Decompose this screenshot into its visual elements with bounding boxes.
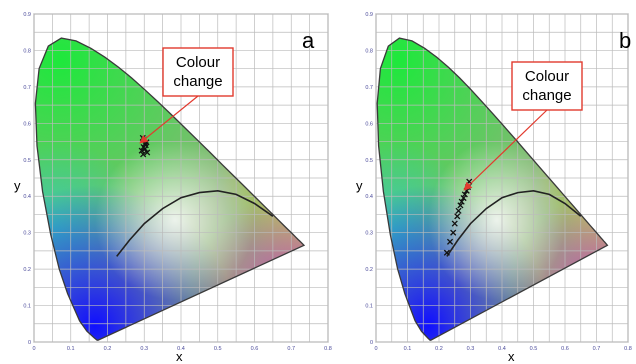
y-tick-label: 0.7	[365, 85, 373, 91]
data-point	[458, 198, 465, 205]
callout-text: Colour	[176, 54, 220, 71]
data-point	[443, 249, 450, 256]
y-tick-label: 0.7	[23, 85, 31, 91]
y-tick-label: 0.3	[23, 231, 31, 237]
curve-line	[116, 189, 274, 257]
spectral-locus	[34, 37, 306, 341]
x-tick-label: 0.4	[498, 346, 506, 352]
y-tick-label: 0.2	[23, 267, 31, 273]
spectral-locus	[376, 37, 609, 341]
grid	[375, 13, 629, 343]
x-tick-label: 0.2	[435, 346, 443, 352]
curve-line	[446, 189, 582, 257]
x-axis-label: x	[508, 349, 515, 364]
x-tick-label: 0.5	[214, 346, 222, 352]
x-tick-label: 0.8	[324, 346, 332, 352]
y-tick-label: 0.1	[365, 304, 373, 310]
data-point	[144, 149, 151, 156]
x-tick-label: 0.7	[287, 346, 295, 352]
y-axis-label: y	[356, 178, 363, 193]
x-tick-label: 0.1	[404, 346, 412, 352]
callout-text: change	[522, 87, 571, 104]
data-point	[454, 213, 461, 220]
y-tick-label: 0.3	[365, 231, 373, 237]
y-tick-label: 0	[370, 340, 373, 346]
x-tick-label: 0.5	[530, 346, 538, 352]
y-tick-label: 0.5	[365, 158, 373, 164]
y-tick-label: 0.9	[23, 12, 31, 18]
callout-text: Colour	[525, 68, 569, 85]
y-tick-label: 0.4	[365, 194, 373, 200]
callout-arrow	[463, 109, 548, 191]
x-tick-label: 0.3	[140, 346, 148, 352]
x-tick-label: 0	[374, 346, 377, 352]
colour-change-callout: Colour change	[463, 61, 583, 191]
data-point	[450, 229, 457, 236]
panel-a: 0 0.1 0.2 0.3 0.4 0.5 0.6 0.7 0.8 0 0.1 0.2 0.3 0.4 0.…	[14, 12, 332, 364]
x-tick-label: 0.6	[561, 346, 569, 352]
y-tick-label: 0.4	[23, 194, 31, 200]
x-tick-label: 0.4	[177, 346, 185, 352]
data-point	[457, 202, 464, 209]
data-point	[460, 194, 467, 202]
x-tick-label: 0.2	[104, 346, 112, 352]
x-axis-label: x	[176, 349, 183, 364]
y-tick-label: 0.5	[23, 158, 31, 164]
y-tick-label: 0.9	[365, 12, 373, 18]
callout-arrow	[139, 95, 199, 144]
y-tick-label: 0.6	[23, 121, 31, 127]
panel-letter: b	[619, 28, 631, 53]
x-tick-label: 0.6	[251, 346, 259, 352]
x-tick-label: 0.8	[624, 346, 632, 352]
data-point	[446, 238, 454, 245]
callout-box	[162, 47, 234, 97]
y-tick-label: 0.8	[23, 48, 31, 54]
y-axis-label: y	[14, 178, 21, 193]
data-point	[140, 151, 147, 158]
panel-letter: a	[302, 28, 315, 53]
x-tick-label: 0.3	[467, 346, 475, 352]
callout-box	[511, 61, 583, 111]
x-tick-label: 0.1	[67, 346, 75, 352]
x-tick-label: 0	[32, 346, 35, 352]
data-point	[138, 147, 145, 154]
colour-change-callout: Colour change	[139, 47, 234, 144]
callout-text: change	[173, 73, 222, 90]
y-tick-label: 0.1	[23, 304, 31, 310]
data-point	[461, 191, 468, 198]
y-tick-label: 0	[28, 340, 31, 346]
data-point	[451, 220, 458, 227]
y-tick-label: 0.6	[365, 121, 373, 127]
panel-b: 0 0.1 0.2 0.3 0.4 0.5 0.6 0.7 0.8 0 0.1 0.2 0.3 0.4 0.…	[356, 12, 632, 364]
data-point	[455, 207, 462, 214]
grid	[33, 13, 329, 343]
y-tick-label: 0.2	[365, 267, 373, 273]
x-tick-label: 0.7	[593, 346, 601, 352]
y-tick-label: 0.8	[365, 48, 373, 54]
